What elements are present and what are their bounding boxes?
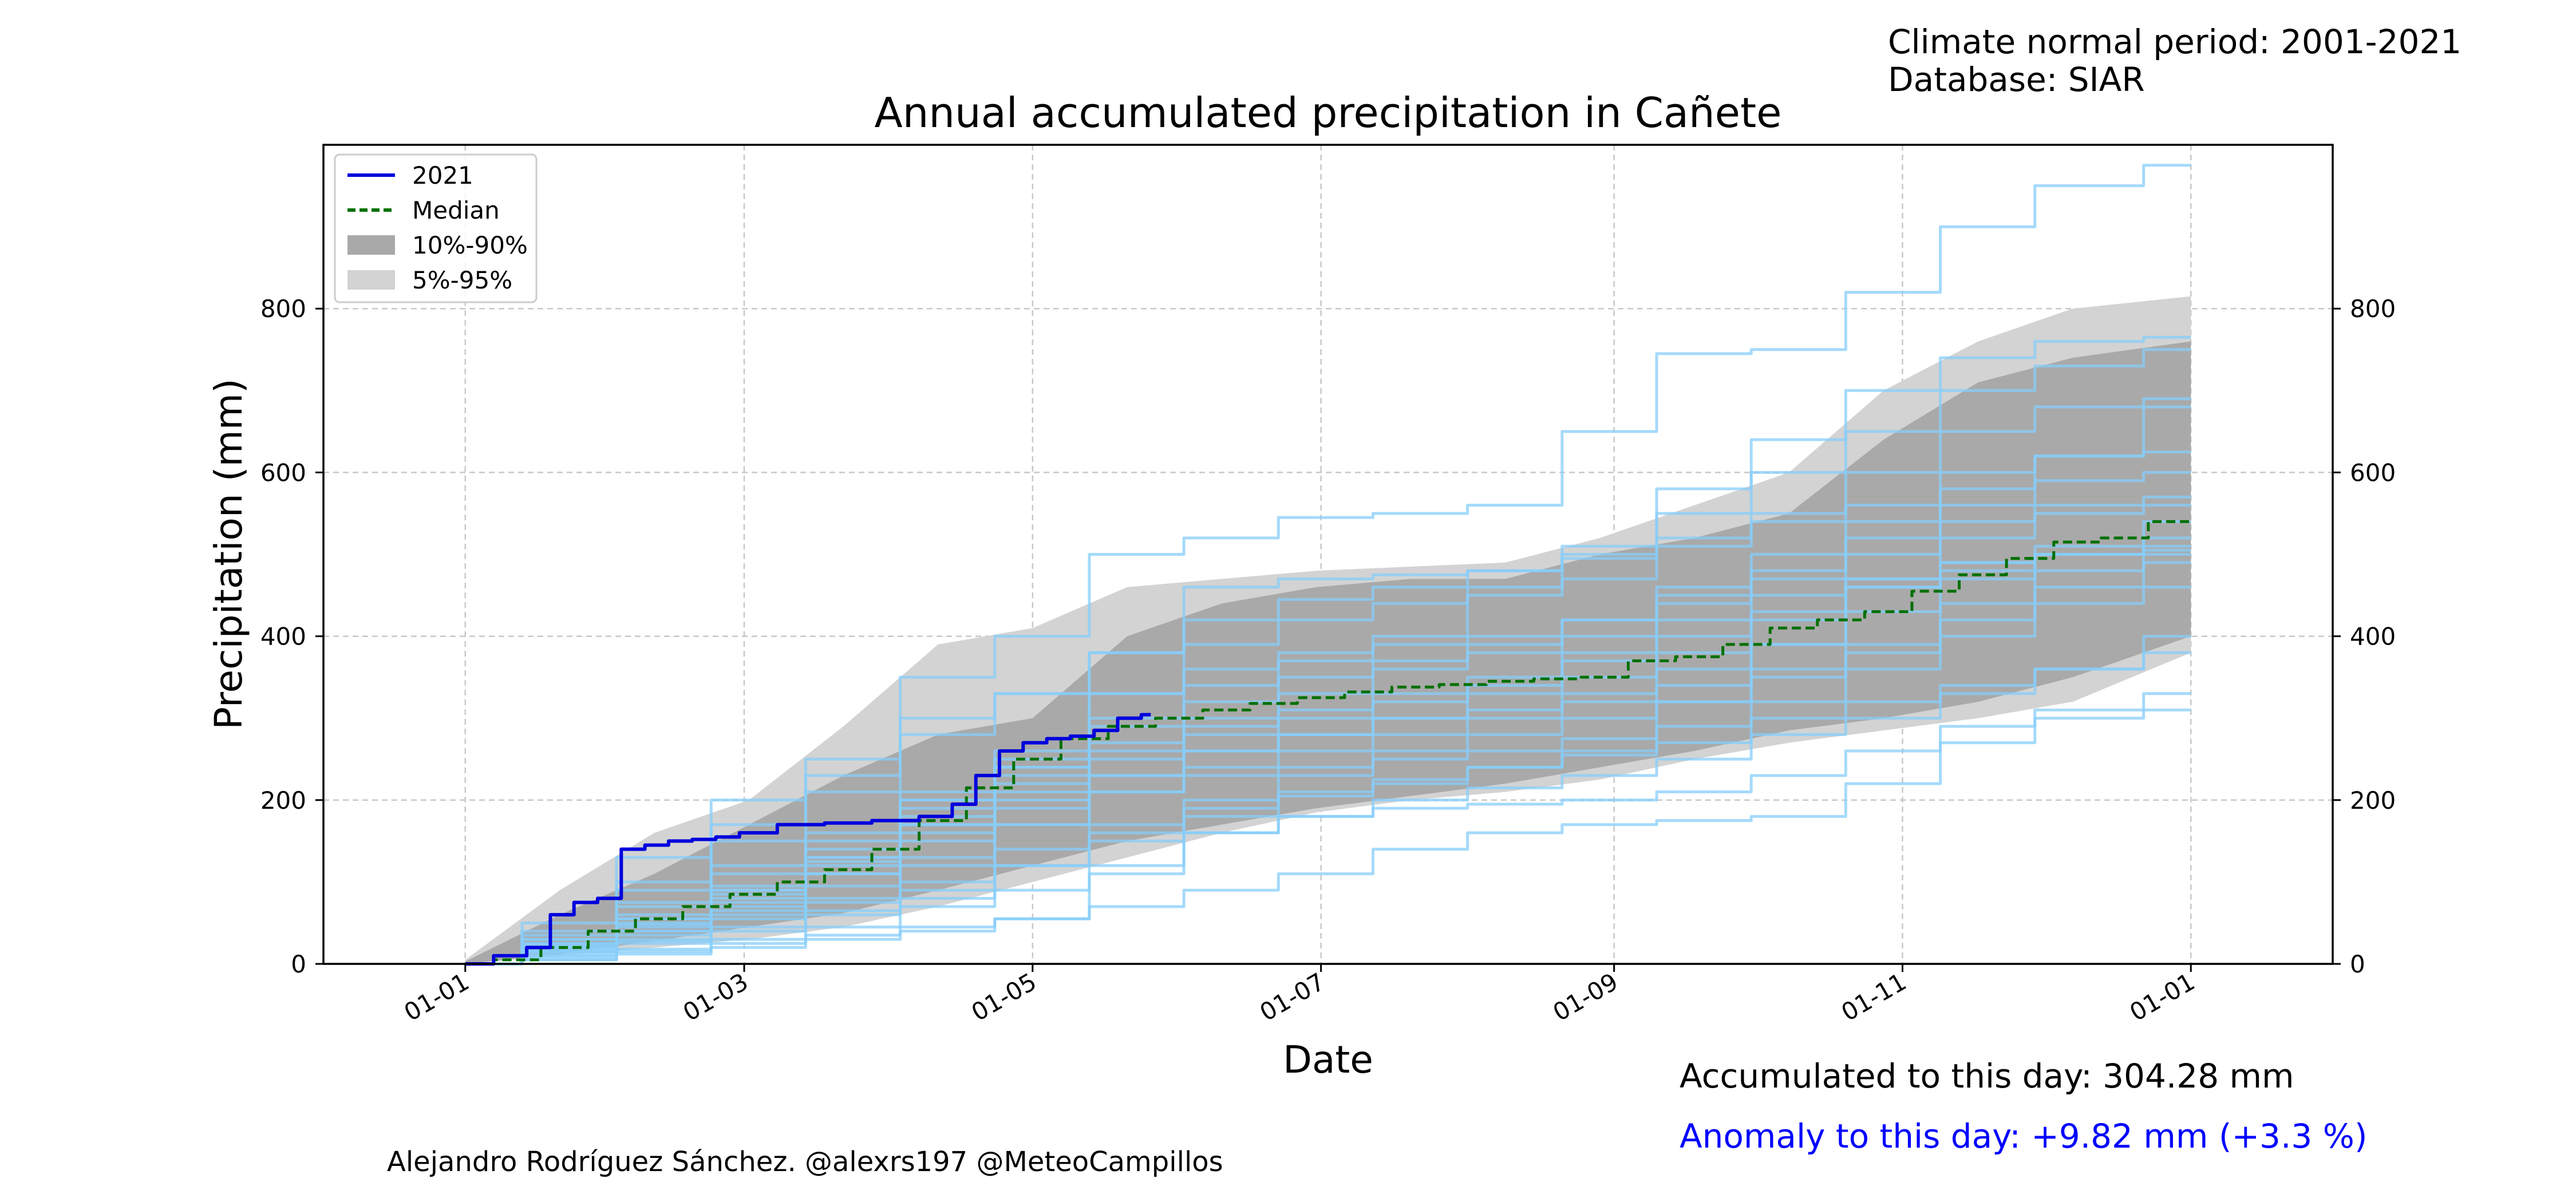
past-year-line-year-04 <box>465 651 2191 966</box>
legend-box <box>334 153 538 303</box>
y-tick-label-right-4: 800 <box>2350 295 2396 323</box>
y-tick-label-left-2: 400 <box>260 623 306 651</box>
chart-title: Annual accumulated precipitation in Cañe… <box>875 89 1782 137</box>
author-credit: Alejandro Rodríguez Sánchez. @alexrs197 … <box>387 1146 1223 1178</box>
past-year-line-year-17 <box>465 553 2191 966</box>
percentile-bands <box>465 296 2191 964</box>
legend-label-median: Median <box>412 196 500 224</box>
x-tick-label-3: 01-07 <box>1255 967 1329 1026</box>
y-tick-label-left-1: 200 <box>260 786 306 814</box>
y-axis-label: Precipitation (mm) <box>207 378 251 730</box>
past-year-line-year-07 <box>465 561 2191 966</box>
legend-label-10-90-: 10%-90% <box>412 231 528 259</box>
legend-swatch-5-95- <box>347 270 395 290</box>
past-year-line-year-19 <box>465 397 2191 966</box>
past-year-line-year-20 <box>465 520 2191 966</box>
x-axis-label: Date <box>1283 1038 1373 1082</box>
past-year-line-year-05 <box>465 495 2191 966</box>
legend: 2021 Median 10%-90% 5%-95% <box>334 153 538 303</box>
y-tick-label-left-4: 800 <box>260 295 306 323</box>
climate-period-note: Climate normal period: 2001-2021 <box>1888 22 2462 61</box>
past-year-line-year-01 <box>465 335 2191 966</box>
x-tick-label-6: 01-01 <box>2125 967 2199 1026</box>
past-year-line-year-14 <box>465 708 2191 966</box>
past-year-lines <box>465 164 2191 966</box>
current-year-line <box>465 713 1151 966</box>
y-tick-label-left-0: 0 <box>291 950 306 978</box>
database-note: Database: SIAR <box>1888 60 2145 99</box>
x-tick-label-4: 01-09 <box>1548 967 1622 1026</box>
median-line <box>465 520 2191 966</box>
accumulated-value: Accumulated to this day: 304.28 mm <box>1680 1057 2294 1096</box>
past-year-line-year-15 <box>465 692 2191 966</box>
y-tick-label-right-3: 600 <box>2350 458 2396 487</box>
legend-swatch-10-90- <box>347 235 395 255</box>
past-year-line-year-06 <box>465 348 2191 966</box>
y-tick-label-right-0: 0 <box>2350 950 2365 978</box>
anomaly-value: Anomaly to this day: +9.82 mm (+3.3 %) <box>1680 1117 2368 1156</box>
past-year-line-year-10 <box>465 405 2191 966</box>
legend-label-5-95-: 5%-95% <box>412 266 512 294</box>
highlight-series <box>465 520 2191 966</box>
past-year-line-year-03 <box>465 450 2191 966</box>
y-tick-label-left-3: 600 <box>260 458 306 487</box>
past-year-line-year-11 <box>465 586 2191 966</box>
x-tick-label-2: 01-05 <box>967 967 1041 1026</box>
past-year-line-year-18 <box>465 548 2191 966</box>
past-year-line-year-08 <box>465 470 2191 966</box>
legend-label-2021: 2021 <box>412 161 473 189</box>
y-tick-label-right-1: 200 <box>2350 786 2396 814</box>
x-tick-label-1: 01-03 <box>678 967 753 1026</box>
y-tick-label-right-2: 400 <box>2350 623 2396 651</box>
x-tick-label-0: 01-01 <box>400 967 474 1026</box>
x-tick-label-5: 01-11 <box>1836 967 1911 1026</box>
plot-frame <box>322 144 2334 965</box>
past-year-line-year-16 <box>465 164 2191 966</box>
